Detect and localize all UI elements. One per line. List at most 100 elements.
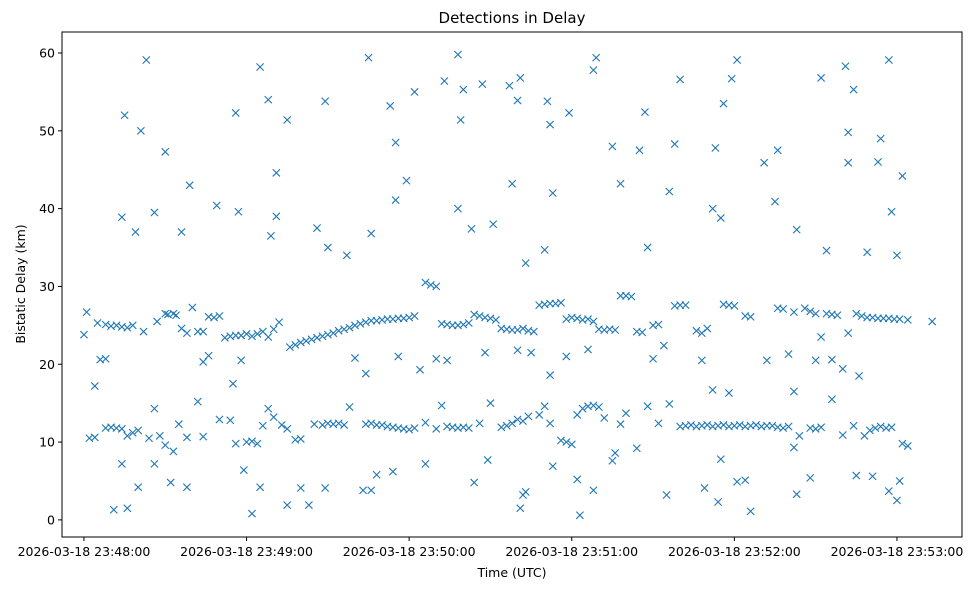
data-point	[548, 462, 557, 471]
data-point	[188, 303, 197, 312]
data-point	[169, 447, 178, 456]
data-point	[367, 486, 376, 495]
data-point	[871, 424, 880, 433]
data-point	[773, 146, 782, 155]
data-point	[90, 382, 99, 391]
data-point	[302, 336, 311, 345]
data-point	[266, 231, 275, 240]
data-point	[283, 501, 292, 510]
data-point	[247, 509, 256, 518]
data-point	[676, 75, 685, 84]
data-point	[481, 348, 490, 357]
data-point	[182, 483, 191, 492]
data-point	[779, 305, 788, 313]
data-point	[150, 404, 159, 413]
y-tick-label: 50	[39, 123, 55, 138]
data-point	[329, 329, 338, 338]
data-point	[253, 329, 262, 338]
data-point	[128, 428, 137, 437]
data-point	[283, 424, 292, 433]
data-point	[608, 142, 617, 151]
data-point	[508, 179, 517, 188]
data-point	[627, 292, 636, 301]
data-point	[540, 402, 549, 411]
data-point	[640, 108, 649, 117]
data-point	[150, 459, 159, 468]
data-point	[212, 201, 221, 210]
x-tick-label: 2026-03-18 23:48:00	[18, 544, 151, 559]
data-point	[256, 483, 265, 492]
data-point	[491, 315, 500, 324]
data-point	[708, 204, 717, 213]
data-point	[123, 323, 132, 332]
data-point	[811, 424, 820, 433]
data-point	[562, 438, 571, 447]
data-point	[172, 311, 181, 320]
data-point	[584, 345, 593, 354]
data-point	[589, 317, 598, 326]
data-point	[134, 483, 143, 492]
data-point	[475, 419, 484, 428]
data-point	[231, 439, 240, 448]
data-point	[340, 420, 349, 429]
data-point	[237, 356, 246, 365]
data-point	[548, 189, 557, 198]
data-point	[887, 423, 896, 432]
data-point	[443, 356, 452, 365]
data-point	[884, 56, 893, 65]
data-point	[185, 181, 194, 190]
data-point	[903, 441, 912, 450]
data-point	[762, 356, 771, 365]
data-point	[272, 212, 281, 221]
data-point	[323, 330, 332, 339]
data-point	[827, 395, 836, 404]
data-point	[692, 326, 701, 335]
data-point	[269, 325, 278, 334]
data-point	[589, 401, 598, 410]
data-point	[239, 466, 248, 475]
data-point	[575, 511, 584, 520]
data-point	[234, 207, 243, 216]
data-point	[838, 431, 847, 440]
data-point	[90, 433, 99, 442]
data-point	[611, 326, 620, 335]
data-point	[714, 497, 723, 506]
data-point	[659, 341, 668, 350]
data-point	[895, 315, 904, 324]
data-point	[229, 379, 237, 388]
data-point	[456, 115, 465, 124]
data-point	[182, 433, 191, 442]
data-point	[565, 108, 574, 117]
data-point	[513, 415, 522, 424]
y-tick-label: 40	[39, 201, 55, 216]
data-point	[264, 95, 273, 104]
data-point	[727, 74, 736, 83]
data-point	[199, 432, 208, 441]
data-point	[662, 490, 671, 499]
data-point	[318, 420, 327, 429]
data-point	[887, 207, 896, 216]
data-point	[865, 426, 874, 435]
data-point	[752, 420, 761, 429]
data-point	[876, 422, 885, 431]
data-point	[388, 467, 397, 476]
data-point	[716, 213, 725, 222]
data-point	[391, 138, 400, 147]
data-point	[643, 243, 652, 252]
data-point	[827, 355, 836, 364]
data-points	[79, 50, 937, 520]
data-point	[621, 409, 630, 418]
data-point	[359, 486, 368, 495]
data-point	[361, 369, 370, 378]
data-point	[592, 53, 601, 62]
data-point	[513, 346, 522, 355]
data-point	[903, 315, 912, 324]
data-point	[131, 227, 140, 236]
data-point	[841, 62, 850, 71]
data-point	[838, 364, 847, 373]
data-point	[253, 439, 262, 448]
data-point	[416, 365, 424, 374]
data-point	[594, 403, 603, 412]
x-tick-label: 2026-03-18 23:51:00	[505, 544, 638, 559]
